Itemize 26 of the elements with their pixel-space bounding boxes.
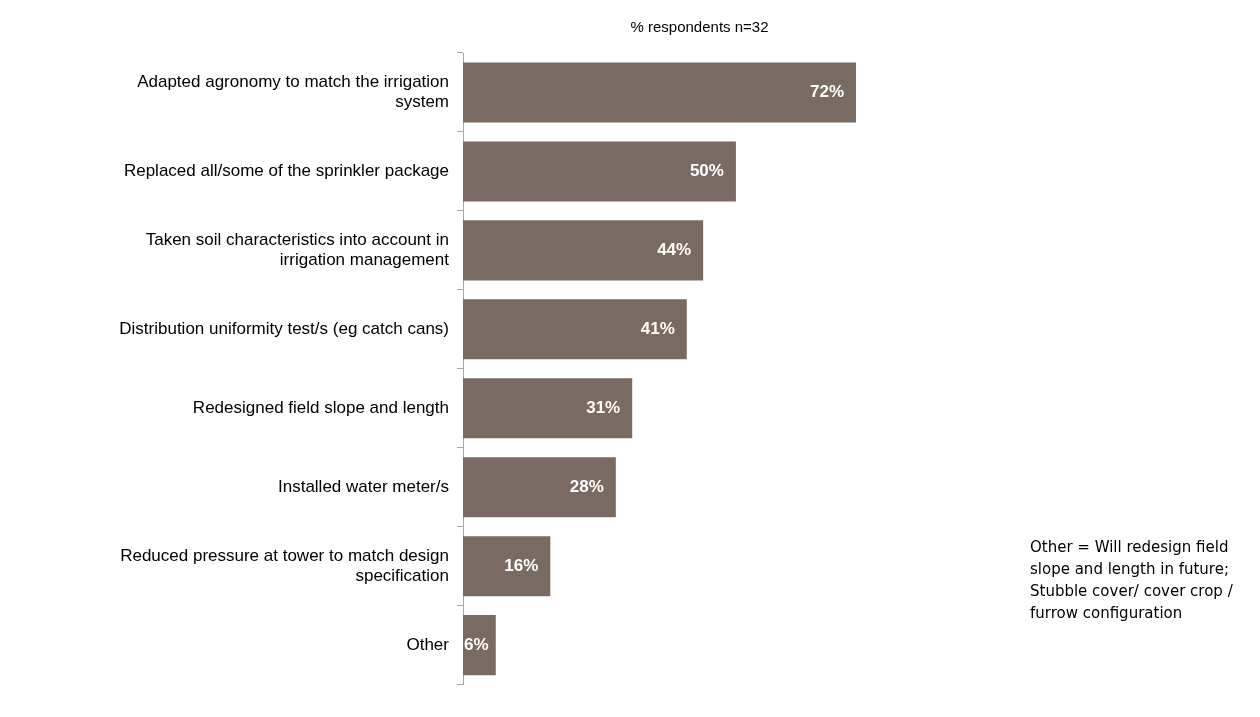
- bar: [463, 141, 736, 202]
- data-label: 16%: [504, 555, 539, 575]
- bar: [463, 299, 687, 360]
- bar: [463, 220, 704, 281]
- y-tick-label: Taken soil characteristics into account in irrigation management: [145, 229, 450, 270]
- bar: [463, 457, 616, 518]
- data-label: 50%: [689, 161, 724, 181]
- data-label: 72%: [809, 82, 844, 102]
- y-tick-label: Adapted agronomy to match the irrigation system: [137, 71, 449, 112]
- bar: [463, 536, 551, 597]
- data-label: 6%: [463, 634, 489, 654]
- y-tick-label: Other: [406, 634, 450, 654]
- bar: [463, 615, 496, 676]
- y-tick-label: Redesigned field slope and length: [192, 397, 449, 417]
- y-tick-label: Reduced pressure at tower to match design specification: [120, 545, 449, 586]
- y-tick-label: Distribution uniformity test/s (eg catch cans): [119, 319, 449, 339]
- data-label: 31%: [586, 397, 621, 417]
- chart-title: % respondents n=32: [630, 18, 769, 36]
- bar: [463, 378, 633, 439]
- y-tick-label: Installed water meter/s: [277, 476, 449, 496]
- data-label: 41%: [640, 319, 675, 339]
- data-label: 28%: [569, 476, 604, 496]
- data-label: 44%: [657, 240, 692, 260]
- bar: [463, 62, 856, 123]
- text: Other = Will redesign field slope and length in future; Stubble cover/ cover crop / furrow configuration: [1030, 537, 1234, 624]
- y-tick-label: Replaced all/some of the sprinkler package: [123, 161, 449, 181]
